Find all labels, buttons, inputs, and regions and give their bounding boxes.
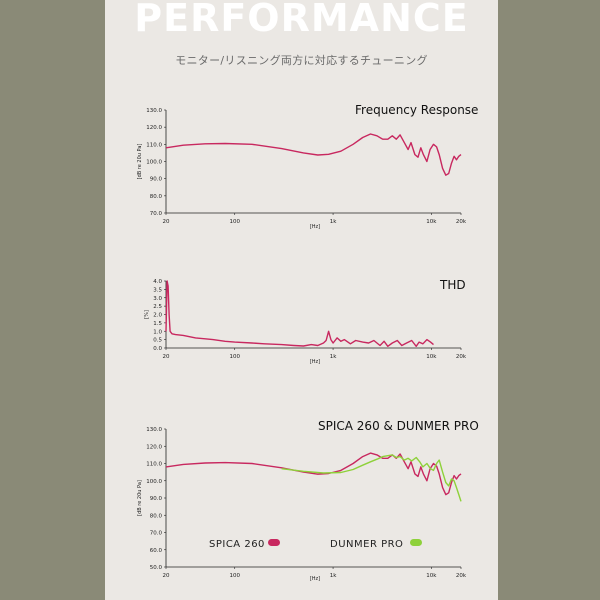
series-line-chart0: [165, 133, 462, 176]
chart-title-frequency-response: Frequency Response: [355, 103, 479, 117]
x-axis-label: [Hz]: [310, 224, 320, 230]
x-axis-label: [Hz]: [310, 359, 320, 365]
page-subtitle: モニター/リスニング両方に対応するチューニング: [175, 54, 428, 67]
x-axis-label: [Hz]: [310, 576, 320, 582]
y-tick-label: 0.0: [153, 346, 162, 352]
x-tick-label: 20k: [456, 354, 467, 360]
y-tick-label: 1.5: [153, 321, 162, 327]
y-axis-label: [dB re 20u Pa]: [137, 480, 143, 516]
y-tick-label: 60.0: [150, 548, 163, 554]
y-axis-label: [dB re 20u Pa]: [137, 144, 143, 180]
y-tick-label: 4.0: [153, 279, 162, 285]
y-tick-label: 50.0: [150, 565, 163, 571]
x-tick-label: 1k: [330, 573, 337, 579]
y-tick-label: 100.0: [146, 479, 162, 485]
y-tick-label: 120.0: [146, 125, 162, 131]
chart-title-thd: THD: [440, 278, 466, 292]
x-tick-label: 100: [229, 219, 240, 225]
y-tick-label: 0.5: [153, 338, 162, 344]
y-tick-label: 70.0: [150, 531, 163, 537]
x-tick-label: 1k: [330, 219, 337, 225]
y-tick-label: 110.0: [146, 462, 162, 468]
x-tick-label: 100: [229, 354, 240, 360]
y-tick-label: 130.0: [146, 427, 162, 433]
y-tick-label: 1.0: [153, 329, 162, 335]
y-tick-label: 2.0: [153, 313, 162, 319]
y-tick-label: 130.0: [146, 108, 162, 114]
x-tick-label: 1k: [330, 354, 337, 360]
y-axis-label: [%]: [144, 310, 150, 319]
legend-label: SPICA 260: [209, 539, 265, 550]
x-tick-label: 10k: [426, 573, 437, 579]
y-tick-label: 70.0: [150, 211, 163, 217]
y-tick-label: 80.0: [150, 194, 163, 200]
y-tick-label: 120.0: [146, 444, 162, 450]
y-tick-label: 100.0: [146, 160, 162, 166]
y-tick-label: 3.0: [153, 296, 162, 302]
x-tick-label: 20k: [456, 573, 467, 579]
y-tick-label: 90.0: [150, 496, 163, 502]
x-tick-label: 20k: [456, 219, 467, 225]
y-tick-label: 80.0: [150, 513, 163, 519]
series-line-chart1: [165, 280, 434, 347]
x-tick-label: 100: [229, 573, 240, 579]
chart-title-comparison: SPICA 260 & DUNMER PRO: [318, 419, 479, 433]
content-panel: PERFORMANCE モニター/リスニング両方に対応するチューニング: [105, 0, 498, 600]
series-line-spica-260: [165, 452, 462, 496]
y-tick-label: 3.5: [153, 287, 162, 293]
x-tick-label: 20: [163, 573, 170, 579]
legend-label: DUNMER PRO: [330, 539, 403, 550]
legend-swatch: [268, 539, 280, 546]
series-line-dunmer-pro: [281, 454, 462, 502]
x-tick-label: 20: [163, 219, 170, 225]
y-tick-label: 90.0: [150, 177, 163, 183]
y-tick-label: 110.0: [146, 142, 162, 148]
x-tick-label: 10k: [426, 354, 437, 360]
y-tick-label: 2.5: [153, 304, 162, 310]
page-title: PERFORMANCE: [134, 0, 469, 40]
legend-swatch: [410, 539, 422, 546]
x-tick-label: 20: [163, 354, 170, 360]
x-tick-label: 10k: [426, 219, 437, 225]
